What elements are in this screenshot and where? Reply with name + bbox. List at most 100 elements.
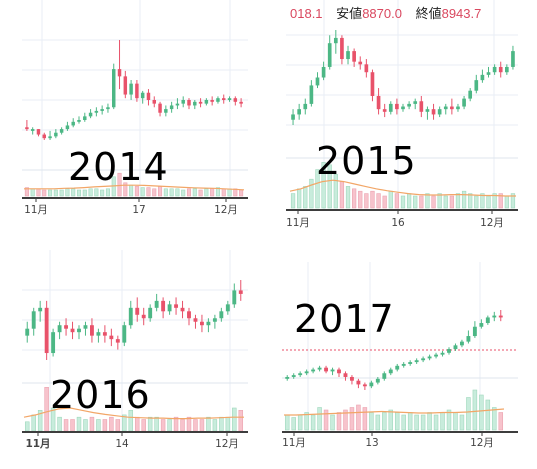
candle-body [100,109,104,111]
candle-body [382,373,387,379]
candle-body [443,106,448,110]
candle-body [419,101,424,112]
volume-bar [486,195,491,209]
volume-bar [510,193,516,209]
volume-bar [115,419,121,432]
volume-bar [163,188,168,197]
volume-bar [414,414,419,431]
candle-body [395,103,399,110]
candle-body [324,367,328,372]
volume-bar [76,189,82,197]
volume-bar [284,414,290,431]
candle-body [88,112,93,117]
volume-bar [59,189,64,197]
volume-bar [443,195,448,209]
volume-bar [339,181,345,209]
candle-body [395,365,400,370]
volume-bar [239,189,244,197]
volume-bar [433,414,439,431]
candle-body [337,369,341,374]
candle-body [239,101,243,104]
volume-bar [221,188,226,197]
candle-body [356,380,361,385]
volume-bar [474,195,479,209]
candle-body [291,375,296,377]
candle-body [468,90,473,99]
candle-body [233,98,238,102]
volume-bar [225,416,231,432]
candle-body [42,134,46,139]
volume-bar [327,164,332,209]
volume-bar [440,412,445,431]
volume-moving-average [289,179,516,197]
candle-body [511,51,515,67]
candle-body [447,349,451,353]
volume-moving-average [23,407,244,420]
candle-body [388,369,393,374]
candle-body [450,106,454,110]
candle-body [36,129,41,135]
candle-body [343,373,348,377]
year-label-2014: 2014 [68,145,169,189]
volume-bar [449,195,454,209]
candle-body [453,345,458,350]
candle-body [77,328,81,333]
volume-bar [304,412,309,431]
candle-body [175,103,180,106]
candle-body [210,100,214,102]
candle-body [135,307,140,315]
volume-bar [437,193,442,209]
candle-body [167,304,172,312]
volume-bar [204,188,209,197]
volume-bar [455,193,461,209]
volume-bar [358,190,363,209]
candle-body [382,109,387,112]
chart-panel-2015: 11月 16 12月 018.1 安値8870.0 終値8943.7 2015 [286,0,518,234]
volume-bar [24,187,29,197]
candle-body [460,341,464,346]
volume-bar [167,419,172,432]
candle-body [297,109,301,115]
candle-body [225,304,230,312]
volume-bar [419,195,424,209]
candle-body [128,307,133,326]
candle-body [440,352,445,355]
volume-bar [382,195,387,209]
candle-body [311,369,316,372]
volume-bar [352,188,357,209]
candle-body [51,332,56,354]
volume-bar [193,419,198,432]
volume-bar [71,188,76,197]
candle-body [330,369,335,372]
volume-bar [53,189,58,197]
candle-body [376,95,381,110]
volume-bar [24,421,30,432]
volume-bar [492,193,497,209]
volume-bar [406,193,412,209]
candle-body [238,290,243,294]
volume-bar [198,189,203,197]
volume-bar [109,416,114,432]
candle-body [375,378,380,383]
volume-bar [154,416,159,432]
volume-bar [123,182,128,197]
candle-body [141,314,146,319]
volume-bar [94,188,99,197]
volume-bar [333,174,338,209]
volume-bar [498,193,503,209]
candle-body [408,362,413,364]
candle-body [350,376,354,381]
candle-body [485,317,490,324]
candle-body [30,129,35,131]
x-tick-label: 16 [391,217,405,229]
candle-body [117,69,122,77]
volume-bar [160,419,166,432]
year-label-2015: 2015 [316,139,417,183]
candle-body [70,328,75,333]
volume-bar [376,193,381,209]
volume-bar [134,416,140,432]
volume-bar [48,189,53,197]
candle-body [427,356,432,359]
volume-bar [394,193,400,209]
candle-body [219,311,224,319]
